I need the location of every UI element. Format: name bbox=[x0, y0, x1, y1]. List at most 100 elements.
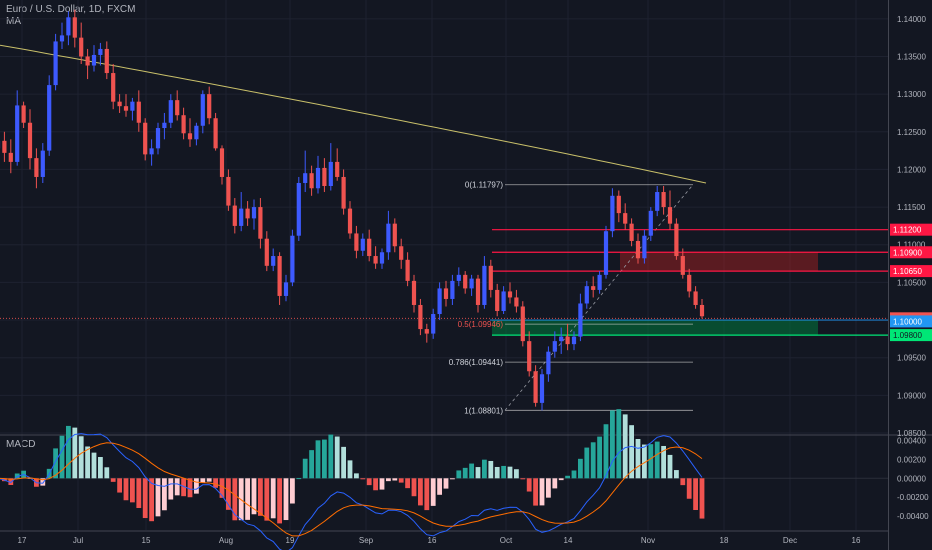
price-axis-tick: 1.11500 bbox=[897, 203, 926, 212]
time-axis-tick: 16 bbox=[428, 536, 437, 545]
candle-body bbox=[527, 341, 532, 372]
macd-histogram-bar bbox=[603, 424, 609, 479]
macd-histogram-bar bbox=[78, 436, 84, 479]
candle-body bbox=[277, 256, 282, 296]
symbol-title: Euro / U.S. Dollar, 1D, FXCM bbox=[6, 4, 136, 15]
time-axis-tick: Nov bbox=[641, 536, 655, 545]
candle-body bbox=[405, 259, 410, 281]
level-price-label: 1.10900 bbox=[893, 248, 922, 257]
macd-histogram-bar bbox=[91, 452, 97, 479]
candle-body bbox=[687, 274, 692, 292]
candle-body bbox=[271, 256, 276, 266]
time-axis-tick: 17 bbox=[18, 536, 27, 545]
candle-body bbox=[27, 122, 33, 159]
candle-body bbox=[629, 223, 634, 241]
macd-axis-tick: 0.00200 bbox=[897, 456, 926, 465]
candle-body bbox=[283, 282, 289, 296]
candle-body bbox=[47, 85, 52, 151]
macd-histogram-bar bbox=[309, 450, 314, 479]
macd-histogram-bar bbox=[85, 446, 90, 479]
macd-histogram-bar bbox=[597, 436, 602, 479]
candle-body bbox=[635, 240, 641, 259]
macd-histogram-bar bbox=[251, 478, 257, 515]
fib-level-label: 0.786(1.09441) bbox=[449, 358, 504, 367]
macd-histogram-bar bbox=[354, 473, 359, 479]
candle-body bbox=[21, 105, 26, 123]
macd-histogram-bar bbox=[213, 478, 218, 488]
macd-histogram-bar bbox=[334, 436, 340, 479]
candle-body bbox=[603, 231, 609, 275]
candle-body bbox=[655, 192, 660, 211]
candle-body bbox=[2, 140, 7, 153]
candle-body bbox=[386, 223, 391, 253]
macd-histogram-bar bbox=[520, 478, 526, 480]
macd-histogram-bar bbox=[162, 478, 167, 511]
candle-body bbox=[571, 336, 577, 345]
macd-histogram-bar bbox=[654, 441, 660, 479]
candle-body bbox=[111, 73, 116, 102]
macd-histogram-bar bbox=[98, 457, 103, 479]
candle-body bbox=[155, 128, 161, 149]
candle-body bbox=[200, 94, 205, 126]
macd-histogram-bar bbox=[142, 478, 148, 519]
fib-level-label: 0(1.11797) bbox=[465, 181, 503, 190]
time-axis-tick: 16 bbox=[852, 536, 861, 545]
candle-body bbox=[251, 207, 257, 219]
macd-histogram-bar bbox=[552, 478, 558, 489]
candle-body bbox=[539, 374, 545, 403]
macd-histogram-bar bbox=[488, 460, 494, 479]
candle-body bbox=[680, 256, 685, 275]
candle-body bbox=[123, 106, 129, 111]
macd-histogram-bar bbox=[117, 478, 122, 493]
macd-line bbox=[0, 433, 703, 550]
round-price-label-box bbox=[890, 315, 932, 328]
candle-body bbox=[239, 208, 244, 226]
candle-body bbox=[661, 192, 666, 208]
macd-histogram-bar bbox=[693, 478, 698, 511]
macd-histogram-bar bbox=[206, 478, 212, 482]
candle-body bbox=[264, 238, 269, 266]
candle-body bbox=[616, 195, 621, 214]
level-price-label: 1.11200 bbox=[893, 226, 922, 235]
macd-histogram-bar bbox=[110, 478, 116, 482]
level-price-label-box bbox=[890, 223, 932, 236]
macd-histogram-bar bbox=[475, 467, 481, 479]
macd-indicator-label[interactable]: MACD bbox=[6, 439, 36, 450]
candle-body bbox=[469, 278, 474, 289]
candle-body bbox=[520, 306, 525, 342]
macd-histogram-bar bbox=[494, 466, 500, 479]
candle-body bbox=[501, 291, 506, 312]
moving-average-line bbox=[0, 44, 707, 184]
macd-histogram-bar bbox=[373, 478, 378, 491]
macd-histogram-bar bbox=[232, 478, 238, 521]
macd-histogram-bar bbox=[584, 447, 590, 479]
candle-body bbox=[309, 173, 314, 189]
candle-body bbox=[418, 304, 423, 330]
macd-histogram-bar bbox=[699, 478, 705, 519]
macd-histogram-bar bbox=[59, 435, 65, 479]
candle-body bbox=[456, 274, 461, 281]
macd-histogram-bar bbox=[290, 478, 295, 504]
candle-body bbox=[296, 182, 301, 236]
candle-body bbox=[143, 122, 148, 155]
macd-histogram-bar bbox=[136, 478, 142, 509]
macd-histogram-bar bbox=[546, 478, 551, 498]
candle-body bbox=[674, 223, 679, 257]
macd-histogram-bar bbox=[347, 460, 353, 479]
macd-histogram-bar bbox=[181, 478, 186, 497]
round-price-label: 1.10000 bbox=[893, 317, 922, 326]
candle-body bbox=[584, 286, 589, 304]
resistance-zone bbox=[620, 252, 818, 272]
time-axis-tick: Dec bbox=[783, 536, 797, 545]
candle-body bbox=[341, 176, 346, 209]
ma-indicator-label[interactable]: MA bbox=[6, 16, 21, 27]
signal-line bbox=[0, 442, 703, 537]
macd-histogram-bar bbox=[539, 478, 545, 506]
time-axis-tick: Aug bbox=[219, 536, 233, 545]
candle-body bbox=[392, 223, 397, 247]
macd-histogram-bar bbox=[200, 478, 206, 483]
macd-histogram-bar bbox=[456, 470, 462, 479]
macd-axis-tick: 0.00400 bbox=[897, 437, 926, 446]
candle-body bbox=[136, 101, 141, 123]
